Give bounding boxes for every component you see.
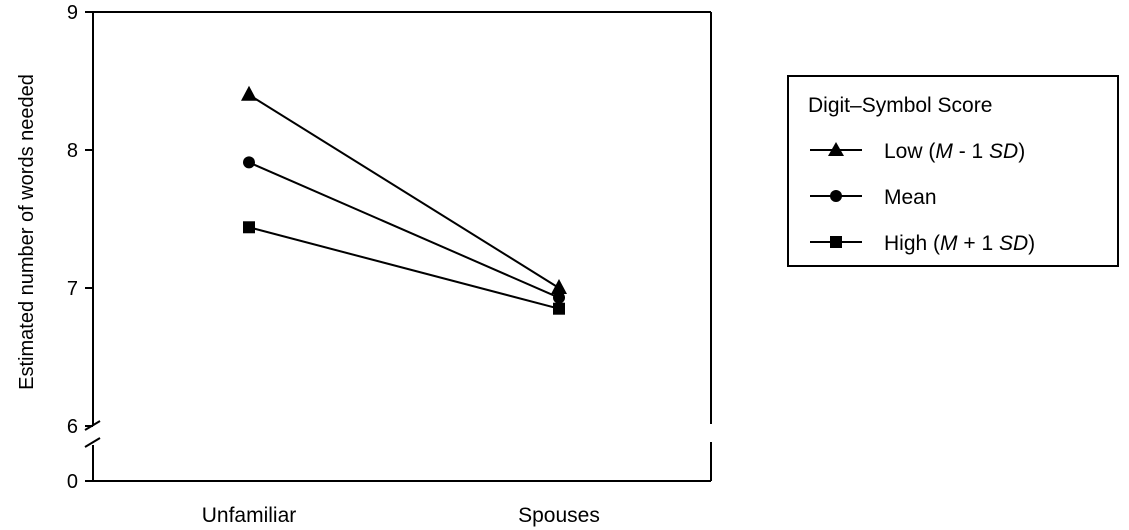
data-point-triangle — [241, 85, 257, 101]
legend-label: Low (M - 1 SD) — [884, 140, 1025, 163]
legend-label: Mean — [884, 186, 937, 209]
legend-entry-high: High (M + 1 SD) — [810, 232, 1035, 255]
legend-entry-low: Low (M - 1 SD) — [810, 140, 1025, 163]
data-point-square — [553, 302, 565, 315]
x-category-label: Spouses — [518, 504, 600, 527]
legend-box — [787, 75, 1119, 267]
series-line — [248, 226, 560, 310]
data-point-square — [243, 221, 255, 234]
data-point-circle — [553, 291, 565, 304]
data-point-circle — [243, 156, 255, 169]
axis-break-mark — [84, 420, 101, 448]
y-tick-label: 7 — [67, 278, 78, 300]
y-tick-label: 9 — [67, 2, 78, 24]
plot-frame — [84, 11, 712, 482]
x-category-label: Unfamiliar — [202, 504, 297, 527]
data-point-triangle — [551, 279, 567, 294]
y-tick-label: 8 — [67, 140, 78, 162]
series-line — [248, 161, 560, 299]
legend-entry-mean: Mean — [810, 186, 937, 209]
square-icon — [830, 236, 842, 248]
series-layer — [241, 85, 567, 315]
legend-label: High (M + 1 SD) — [884, 232, 1035, 255]
triangle-icon — [828, 142, 844, 156]
y-tick-label: 0 — [67, 471, 78, 493]
y-tick-label: 6 — [67, 416, 78, 438]
legend-title: Digit–Symbol Score — [808, 94, 992, 117]
y-axis-ticks: 0 6 7 8 9 — [67, 2, 93, 493]
series-square — [243, 221, 565, 315]
series-triangle — [241, 85, 567, 294]
circle-icon — [830, 190, 842, 202]
legend: Digit–Symbol Score Low (M - 1 SD) Mean H… — [787, 75, 1119, 267]
series-circle — [243, 156, 565, 304]
series-line — [248, 93, 560, 289]
y-axis-title: Estimated number of words needed — [16, 74, 38, 390]
